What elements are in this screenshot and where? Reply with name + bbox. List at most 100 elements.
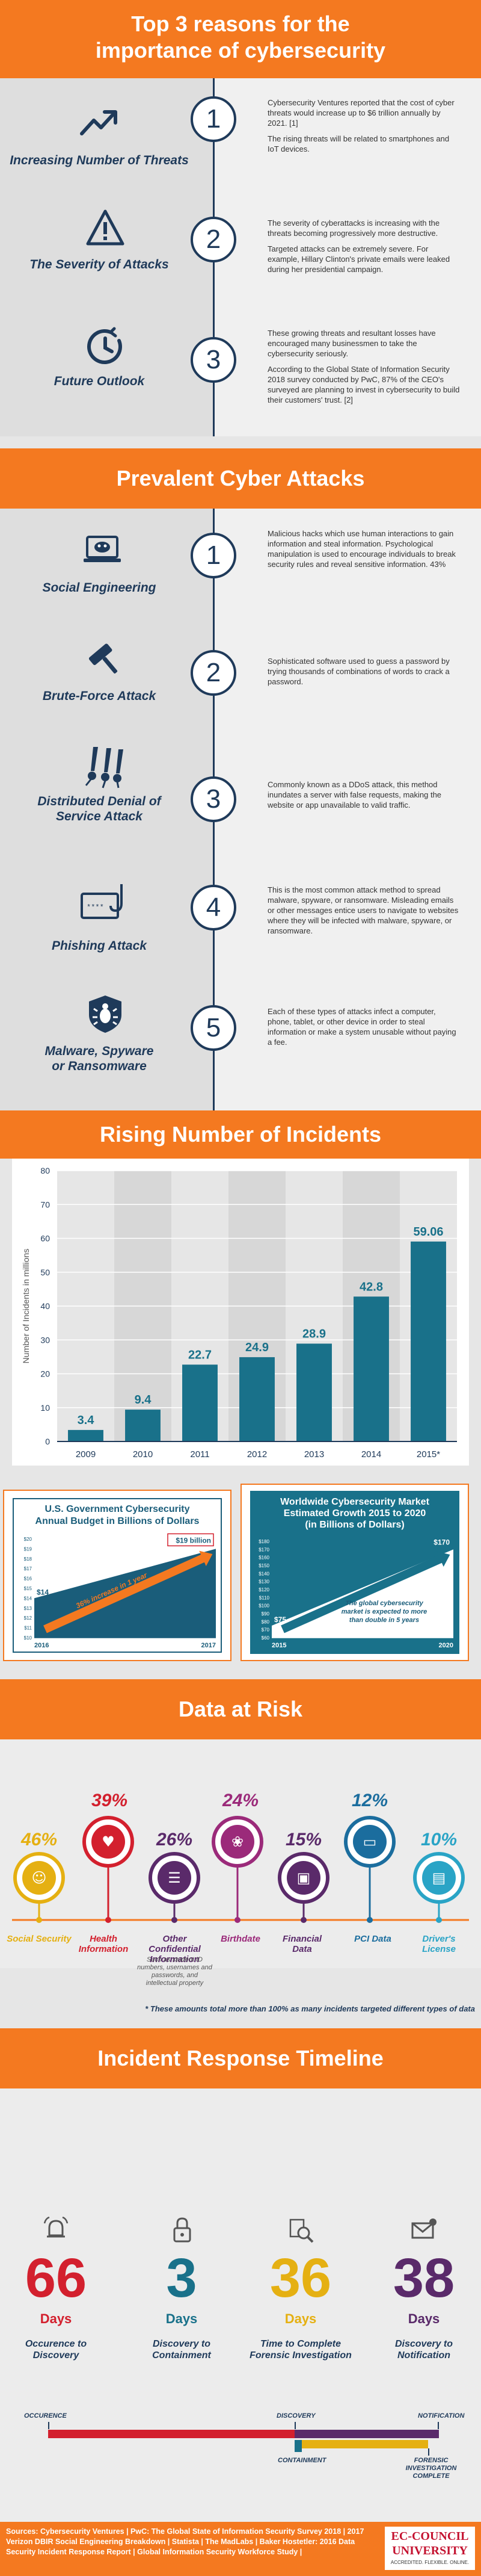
mini-x-start: 2016 (34, 1642, 49, 1649)
timeline-num-2: 3 (166, 2247, 197, 2309)
cake-icon-glyph: ❀ (231, 1833, 244, 1850)
timeline-label-3: Time to Complete Forensic Investigation (250, 2339, 352, 2361)
top-header: Top 3 reasons for the importance of cybe… (0, 0, 481, 78)
risk-pct-5: 15% (285, 1830, 322, 1850)
mini-y-tick: $170 (259, 1547, 269, 1552)
attack-text-2: Sophisticated software used to guess a p… (268, 657, 450, 686)
market-title-line2: Estimated Growth 2015 to 2020 (283, 1508, 426, 1519)
market-end-value: $170 (434, 1538, 450, 1546)
attack-number-3: 3 (191, 776, 236, 822)
mini-y-tick: $110 (259, 1595, 270, 1600)
marker-forensic: FORENSIC INVESTIGATION COMPLETE (405, 2457, 457, 2480)
risk-label-6: PCI Data (354, 1934, 391, 1944)
fishhook-icon: **** (81, 884, 123, 919)
attacks-title: Prevalent Cyber Attacks (116, 466, 365, 491)
risk-graphic: ☺ ♥ ☰ ❀ ▣ ▭ ▤ (12, 1816, 469, 1923)
market-panel: Worldwide Cybersecurity Market Estimated… (240, 1484, 469, 1661)
reason-1-para-2: The rising threats will be related to sm… (268, 134, 450, 153)
x-tick-label: 2010 (133, 1449, 153, 1460)
reason-3-para-1: These growing threats and resultant loss… (268, 329, 436, 358)
card-icon (353, 1825, 387, 1859)
y-tick-label: 0 (45, 1437, 50, 1446)
incident-bar (125, 1410, 161, 1441)
person-icon (22, 1861, 56, 1895)
market-chart: $60 $70 $80 $90 $100 $110 $120 $130 $140 $150 $160… (259, 1538, 453, 1649)
risk-dot (301, 1917, 307, 1923)
budget-end-value-box (167, 1533, 214, 1547)
reason-2-para-2: Targeted attacks can be extremely severe… (268, 244, 450, 274)
mini-y-tick: $18 (24, 1556, 32, 1562)
risk-dot (105, 1917, 111, 1923)
x-tick-label: 2014 (361, 1449, 381, 1460)
budget-chart: $10 $11 $12 $13 $14 $15 $16 $17 $18 $19 $20 2016 201… (24, 1533, 216, 1649)
marker-discovery: DISCOVERY (277, 2412, 316, 2420)
heart-icon (91, 1825, 125, 1859)
timeline-days-1: Days (40, 2311, 72, 2326)
mini-y-tick: $20 (24, 1537, 32, 1542)
bar-value-label: 22.7 (188, 1348, 212, 1361)
bar-value-label: 28.9 (302, 1327, 326, 1340)
x-tick-label: 2011 (190, 1449, 209, 1460)
attack-label-1: Social Engineering (42, 581, 156, 595)
reason-text-1: Cybersecurity Ventures reported that the… (268, 98, 460, 159)
reason-1-para-1: Cybersecurity Ventures reported that the… (268, 98, 455, 128)
bar-value-label: 42.8 (360, 1280, 383, 1293)
y-tick-label: 50 (40, 1268, 50, 1277)
risk-label-3: Other Confidential Information (149, 1934, 201, 1965)
risk-label-2: Health Information (78, 1934, 129, 1954)
forensic-tick (428, 2448, 429, 2456)
reason-2-para-1: The severity of cyberattacks is increasi… (268, 218, 440, 238)
risk-pct-1: 46% (20, 1830, 58, 1850)
card-icon-glyph: ▭ (363, 1833, 377, 1850)
incidents-header: Rising Number of Incidents (0, 1110, 481, 1159)
risk-dot (367, 1917, 373, 1923)
mini-start-value: $75 (274, 1615, 286, 1624)
mini-y-tick: $130 (259, 1579, 269, 1585)
x-tick-label: 2013 (304, 1449, 324, 1460)
lock-icon (173, 2217, 191, 2243)
timeline-num-1: 66 (25, 2247, 87, 2309)
incident-bar (239, 1357, 275, 1441)
incident-bar (68, 1429, 103, 1441)
mini-y-tick: $60 (262, 1635, 270, 1641)
budget-panel-border (13, 1498, 222, 1653)
clock-icon (87, 327, 122, 364)
risk-label-5: Financial Data (282, 1934, 322, 1954)
timeline-days-3: Days (284, 2311, 317, 2326)
incident-bar (354, 1296, 389, 1441)
timeline-num-4: 38 (393, 2247, 455, 2309)
risk-pct-2: 39% (91, 1791, 128, 1810)
mini-x-end: 2020 (439, 1642, 453, 1649)
attack-number-1: 1 (191, 533, 236, 578)
risk-header: Data at Risk (0, 1679, 481, 1739)
reason-label-3: Future Outlook (54, 374, 145, 388)
document-icon (158, 1861, 191, 1895)
attack-number-5: 5 (191, 1005, 236, 1051)
incidents-bar-chart: 0 10 20 30 40 50 60 70 80 Number of Incidents in … (21, 1166, 457, 1460)
mini-y-tick: $160 (259, 1555, 269, 1561)
reasons-right-panel (213, 78, 481, 436)
mini-y-tick: $14 (24, 1596, 32, 1601)
attack-label-3-line2: Service Attack (56, 810, 142, 823)
id-card-icon (422, 1861, 456, 1895)
discovery-to-notification-bar (295, 2430, 439, 2438)
reason-number-1: 1 (191, 96, 236, 142)
timeline-title: Incident Response Timeline (97, 2046, 384, 2070)
y-tick-label: 30 (40, 1335, 50, 1345)
y-tick-label: 80 (40, 1166, 50, 1175)
mini-y-tick: $12 (24, 1615, 32, 1621)
mini-x-end: 2017 (201, 1642, 216, 1649)
market-title-line1: Worldwide Cybersecurity Market (280, 1497, 429, 1507)
mini-y-tick: $17 (24, 1566, 32, 1571)
risk-pct-3: 26% (156, 1830, 193, 1850)
timeline-label-2: Discovery to Containment (152, 2339, 211, 2361)
marker-containment: CONTAINMENT (278, 2457, 326, 2464)
cake-icon (221, 1825, 254, 1859)
mini-y-tick: $150 (259, 1563, 269, 1568)
alarm-icon (43, 2216, 69, 2238)
y-tick-label: 40 (40, 1301, 50, 1311)
person-icon-glyph: ☺ (31, 1869, 46, 1886)
discovery-tick (295, 2422, 296, 2429)
logo-line1: EC-COUNCIL (391, 2530, 469, 2543)
risk-label-4: Birthdate (221, 1934, 260, 1944)
